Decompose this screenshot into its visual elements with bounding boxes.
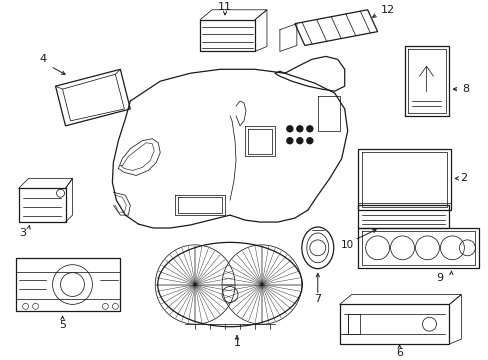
Text: 6: 6 [395,348,402,358]
Circle shape [286,138,292,144]
Text: 12: 12 [380,5,394,15]
Circle shape [296,126,302,132]
Text: 10: 10 [341,240,353,250]
Text: 9: 9 [435,273,442,283]
Text: 1: 1 [233,338,240,348]
Text: 11: 11 [218,2,232,12]
Circle shape [306,126,312,132]
Text: 3: 3 [19,228,26,238]
Text: 4: 4 [39,54,46,64]
Circle shape [296,138,302,144]
Text: 7: 7 [314,294,321,305]
Text: 2: 2 [459,174,466,183]
Text: 5: 5 [59,320,66,330]
Text: 8: 8 [461,84,468,94]
Circle shape [286,126,292,132]
Circle shape [306,138,312,144]
